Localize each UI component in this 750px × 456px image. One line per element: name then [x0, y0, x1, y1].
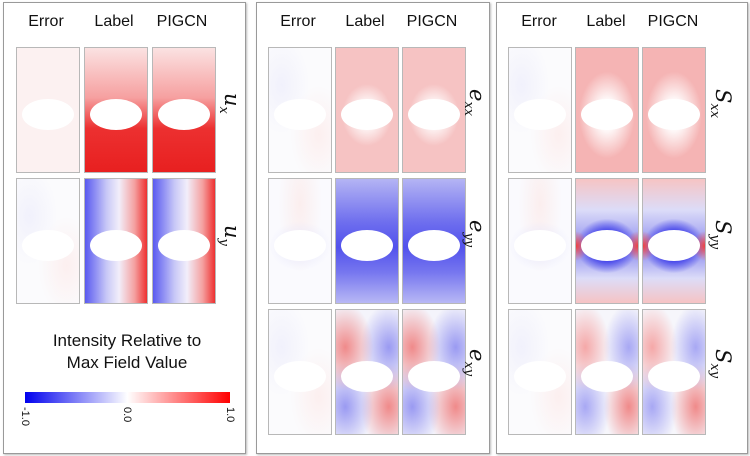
column-header-label: Label — [586, 13, 626, 30]
sxx-label: Sxx — [706, 89, 735, 119]
eyy-error-map — [268, 178, 332, 304]
column-header-pigcn: PIGCN — [647, 13, 699, 30]
column-header-pigcn: PIGCN — [406, 13, 458, 30]
sxx-error-map — [508, 47, 572, 173]
syy-label-map — [575, 178, 639, 304]
syy-label: Syy — [706, 220, 735, 250]
column-header-error: Error — [28, 13, 64, 30]
column-header-label: Label — [94, 13, 134, 30]
ux-label: ux — [215, 93, 244, 114]
sxx-pigcn-map — [642, 47, 706, 173]
exy-pigcn-map — [402, 309, 466, 435]
exx-pigcn-map — [402, 47, 466, 173]
exy-label-map — [335, 309, 399, 435]
ux-label-map — [84, 47, 148, 173]
colorbar-title: Intensity Relative to Max Field Value — [14, 330, 240, 374]
ux-error-map — [16, 47, 80, 173]
colorbar-title-line1: Intensity Relative to — [52, 331, 202, 350]
uy-pigcn-map — [152, 178, 216, 304]
exy-error-map — [268, 309, 332, 435]
column-header-error: Error — [521, 13, 557, 30]
sxx-label-map — [575, 47, 639, 173]
column-header-error: Error — [280, 13, 316, 30]
displacement-panel: Error Label PIGCN ux uy Intensity Relati… — [3, 2, 246, 454]
syy-pigcn-map — [642, 178, 706, 304]
ux-pigcn-map — [152, 47, 216, 173]
exy-label: exy — [460, 349, 489, 377]
exx-label: exx — [460, 89, 489, 117]
strain-panel: Error Label PIGCN exx eyy exy — [256, 2, 490, 454]
uy-error-map — [16, 178, 80, 304]
sxy-error-map — [508, 309, 572, 435]
eyy-pigcn-map — [402, 178, 466, 304]
syy-error-map — [508, 178, 572, 304]
colorbar — [25, 392, 230, 403]
column-header-pigcn: PIGCN — [156, 13, 208, 30]
eyy-label: eyy — [460, 220, 489, 248]
sxy-label-map — [575, 309, 639, 435]
uy-label-map — [84, 178, 148, 304]
eyy-label-map — [335, 178, 399, 304]
exx-error-map — [268, 47, 332, 173]
sxy-label: Sxy — [706, 349, 735, 379]
colorbar-tick-mid: 0.0 — [121, 407, 133, 423]
stress-panel: Error Label PIGCN Sxx Syy Sxy — [496, 2, 748, 454]
colorbar-tick-max: 1.0 — [224, 407, 236, 423]
colorbar-tick-min: -1.0 — [19, 407, 31, 426]
exx-label-map — [335, 47, 399, 173]
colorbar-title-line2: Max Field Value — [66, 353, 188, 372]
sxy-pigcn-map — [642, 309, 706, 435]
uy-label: uy — [215, 225, 244, 246]
column-header-label: Label — [345, 13, 385, 30]
